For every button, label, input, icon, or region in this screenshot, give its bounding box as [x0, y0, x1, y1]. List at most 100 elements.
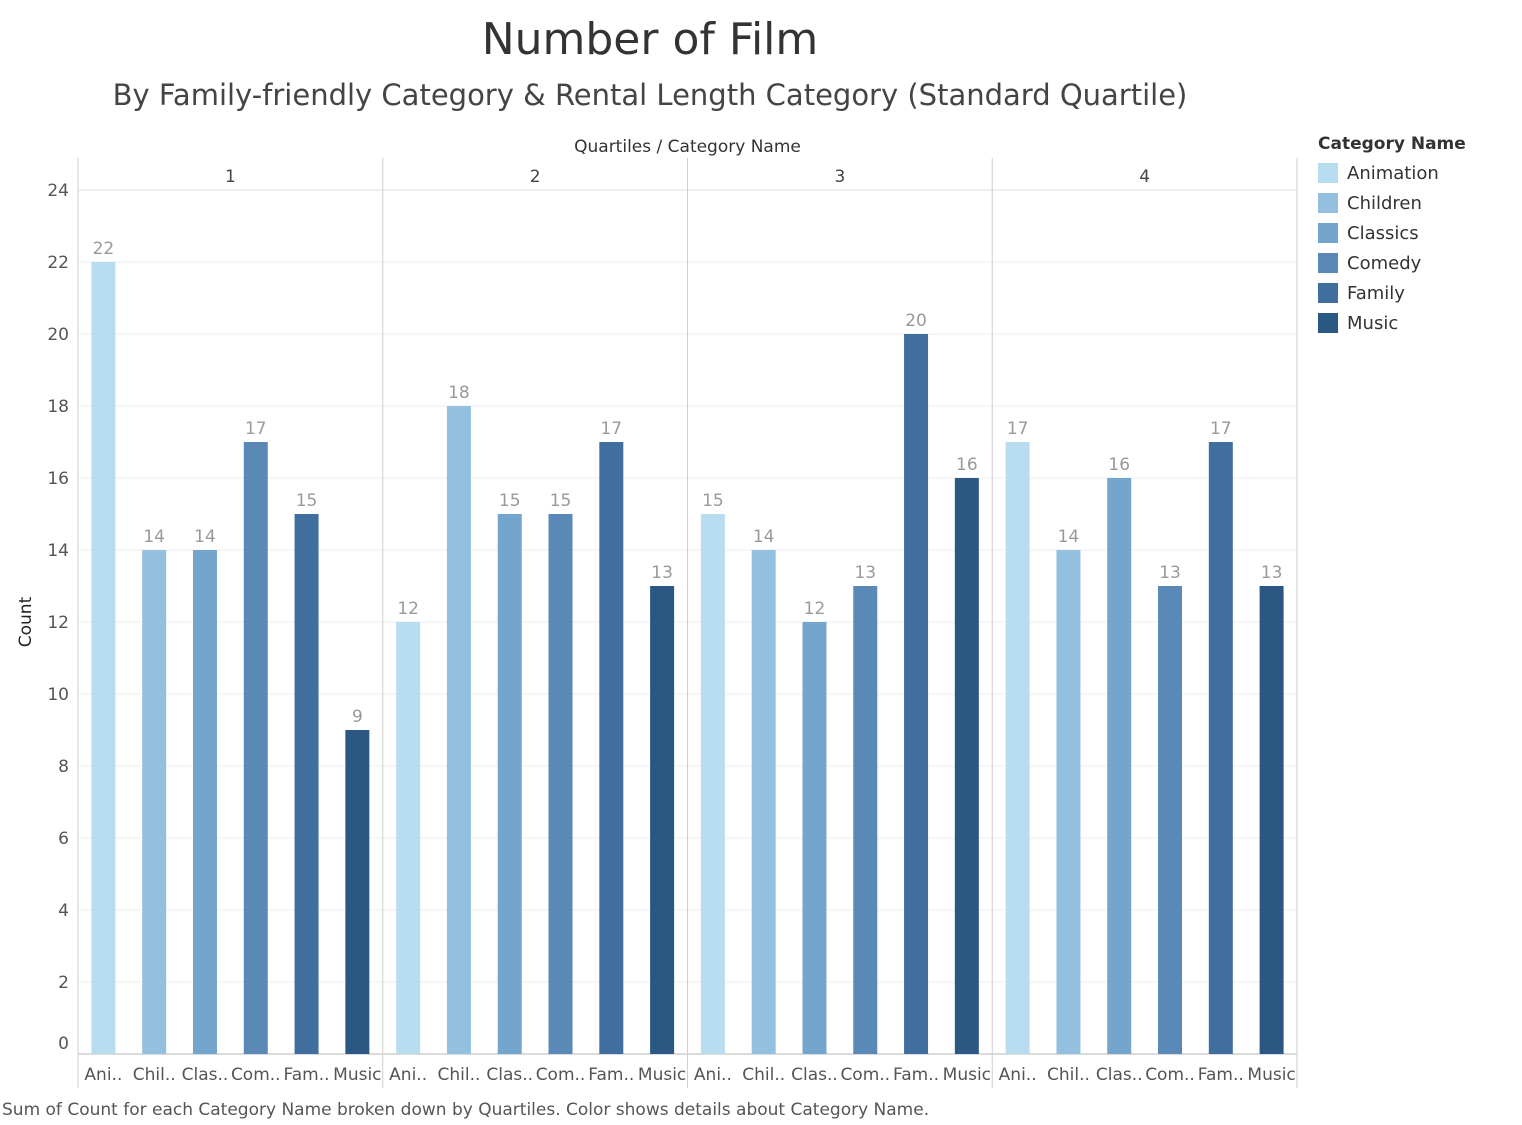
data-label-q3-animation: 15	[702, 491, 724, 511]
bar-q1-music	[345, 730, 370, 1054]
bar-q3-family	[904, 334, 929, 1054]
data-label-q1-comedy: 17	[245, 419, 267, 439]
x-tick-label-q1-children: Chil..	[133, 1065, 176, 1085]
legend: Category Name Animation Children Classics C…	[1318, 134, 1466, 338]
x-tick-label-q3-animation: Ani..	[694, 1065, 732, 1085]
x-tick-label-q1-comedy: Com..	[231, 1065, 281, 1085]
data-label-q4-classics: 16	[1108, 455, 1130, 475]
y-tick-label-22: 22	[47, 253, 69, 273]
panel-header-4: 4	[1139, 167, 1150, 187]
legend-label-comedy: Comedy	[1347, 252, 1422, 274]
bar-q3-children	[751, 550, 776, 1054]
y-tick-label-6: 6	[58, 829, 69, 849]
y-axis-label: Count	[16, 596, 36, 647]
bar-q2-animation	[396, 622, 421, 1054]
x-tick-label-q3-classics: Clas..	[791, 1065, 838, 1085]
bar-q2-comedy	[548, 514, 573, 1054]
panel-header-1: 1	[225, 167, 236, 187]
bar-q4-family	[1208, 442, 1233, 1054]
legend-label-classics: Classics	[1347, 222, 1419, 244]
bar-q1-children	[142, 550, 167, 1054]
x-tick-label-q3-comedy: Com..	[840, 1065, 890, 1085]
y-tick-label-16: 16	[47, 469, 69, 489]
data-label-q1-children: 14	[143, 527, 165, 547]
bar-q4-classics	[1107, 478, 1132, 1054]
bar-q2-children	[446, 406, 471, 1054]
data-label-q2-animation: 12	[397, 599, 419, 619]
bar-chart: Quartiles / Category Name024681012141618…	[16, 137, 1298, 1088]
legend-items: Animation Children Classics Comedy Family Mus…	[1318, 158, 1466, 338]
legend-label-children: Children	[1347, 192, 1422, 214]
data-label-q3-family: 20	[905, 311, 927, 331]
data-label-q4-family: 17	[1210, 419, 1232, 439]
legend-swatch-family	[1318, 283, 1338, 303]
data-label-q3-music: 16	[956, 455, 978, 475]
legend-item-family: Family	[1318, 278, 1466, 308]
legend-swatch-comedy	[1318, 253, 1338, 273]
data-label-q4-comedy: 13	[1159, 563, 1181, 583]
x-tick-label-q2-children: Chil..	[437, 1065, 480, 1085]
bar-q4-children	[1056, 550, 1081, 1054]
bar-q1-classics	[192, 550, 217, 1054]
bar-q1-family	[294, 514, 319, 1054]
legend-swatch-music	[1318, 313, 1338, 333]
bar-q1-comedy	[243, 442, 268, 1054]
data-label-q3-classics: 12	[804, 599, 826, 619]
bar-q3-comedy	[853, 586, 878, 1054]
chart-caption: Sum of Count for each Category Name brok…	[2, 1100, 930, 1120]
y-tick-label-14: 14	[47, 541, 69, 561]
bar-q4-music	[1259, 586, 1284, 1054]
y-tick-label-0: 0	[58, 1034, 69, 1054]
legend-label-animation: Animation	[1347, 162, 1439, 184]
bar-q2-music	[650, 586, 675, 1054]
y-tick-label-20: 20	[47, 325, 69, 345]
data-label-q3-children: 14	[753, 527, 775, 547]
y-tick-label-2: 2	[58, 973, 69, 993]
legend-item-animation: Animation	[1318, 158, 1466, 188]
data-label-q1-classics: 14	[194, 527, 216, 547]
legend-item-comedy: Comedy	[1318, 248, 1466, 278]
legend-item-music: Music	[1318, 308, 1466, 338]
x-tick-label-q3-music: Music	[943, 1065, 991, 1085]
chart-title: Number of Film	[481, 14, 819, 65]
y-tick-label-10: 10	[47, 685, 69, 705]
x-tick-label-q1-family: Fam..	[284, 1065, 330, 1085]
data-label-q2-family: 17	[600, 419, 622, 439]
panel-header-3: 3	[834, 167, 845, 187]
bar-q4-comedy	[1158, 586, 1183, 1054]
legend-item-classics: Classics	[1318, 218, 1466, 248]
x-tick-label-q4-comedy: Com..	[1145, 1065, 1195, 1085]
bar-q3-classics	[802, 622, 827, 1054]
x-tick-label-q2-family: Fam..	[588, 1065, 634, 1085]
data-label-q2-classics: 15	[499, 491, 521, 511]
data-label-q1-family: 15	[296, 491, 318, 511]
legend-label-music: Music	[1347, 312, 1399, 334]
data-label-q2-comedy: 15	[550, 491, 572, 511]
x-tick-label-q4-classics: Clas..	[1096, 1065, 1143, 1085]
bar-q4-animation	[1005, 442, 1030, 1054]
x-tick-label-q4-family: Fam..	[1198, 1065, 1244, 1085]
data-label-q4-children: 14	[1058, 527, 1080, 547]
x-tick-label-q4-music: Music	[1247, 1065, 1295, 1085]
data-label-q2-children: 18	[448, 383, 470, 403]
y-tick-label-8: 8	[58, 757, 69, 777]
chart-subtitle: By Family-friendly Category & Rental Len…	[112, 78, 1188, 112]
y-tick-label-4: 4	[58, 901, 69, 921]
data-label-q3-comedy: 13	[854, 563, 876, 583]
x-tick-label-q1-music: Music	[333, 1065, 381, 1085]
x-tick-label-q2-animation: Ani..	[389, 1065, 427, 1085]
panel-header-2: 2	[530, 167, 541, 187]
x-tick-label-q2-music: Music	[638, 1065, 686, 1085]
data-label-q4-music: 13	[1261, 563, 1283, 583]
bar-q2-family	[599, 442, 624, 1054]
x-tick-label-q1-classics: Clas..	[182, 1065, 229, 1085]
y-tick-label-18: 18	[47, 397, 69, 417]
legend-swatch-children	[1318, 193, 1338, 213]
x-tick-label-q2-classics: Clas..	[486, 1065, 533, 1085]
bar-q3-animation	[700, 514, 725, 1054]
x-tick-label-q4-animation: Ani..	[999, 1065, 1037, 1085]
x-tick-label-q3-children: Chil..	[742, 1065, 785, 1085]
bar-q1-animation	[91, 262, 116, 1054]
x-tick-label-q1-animation: Ani..	[84, 1065, 122, 1085]
data-label-q1-music: 9	[352, 707, 363, 727]
